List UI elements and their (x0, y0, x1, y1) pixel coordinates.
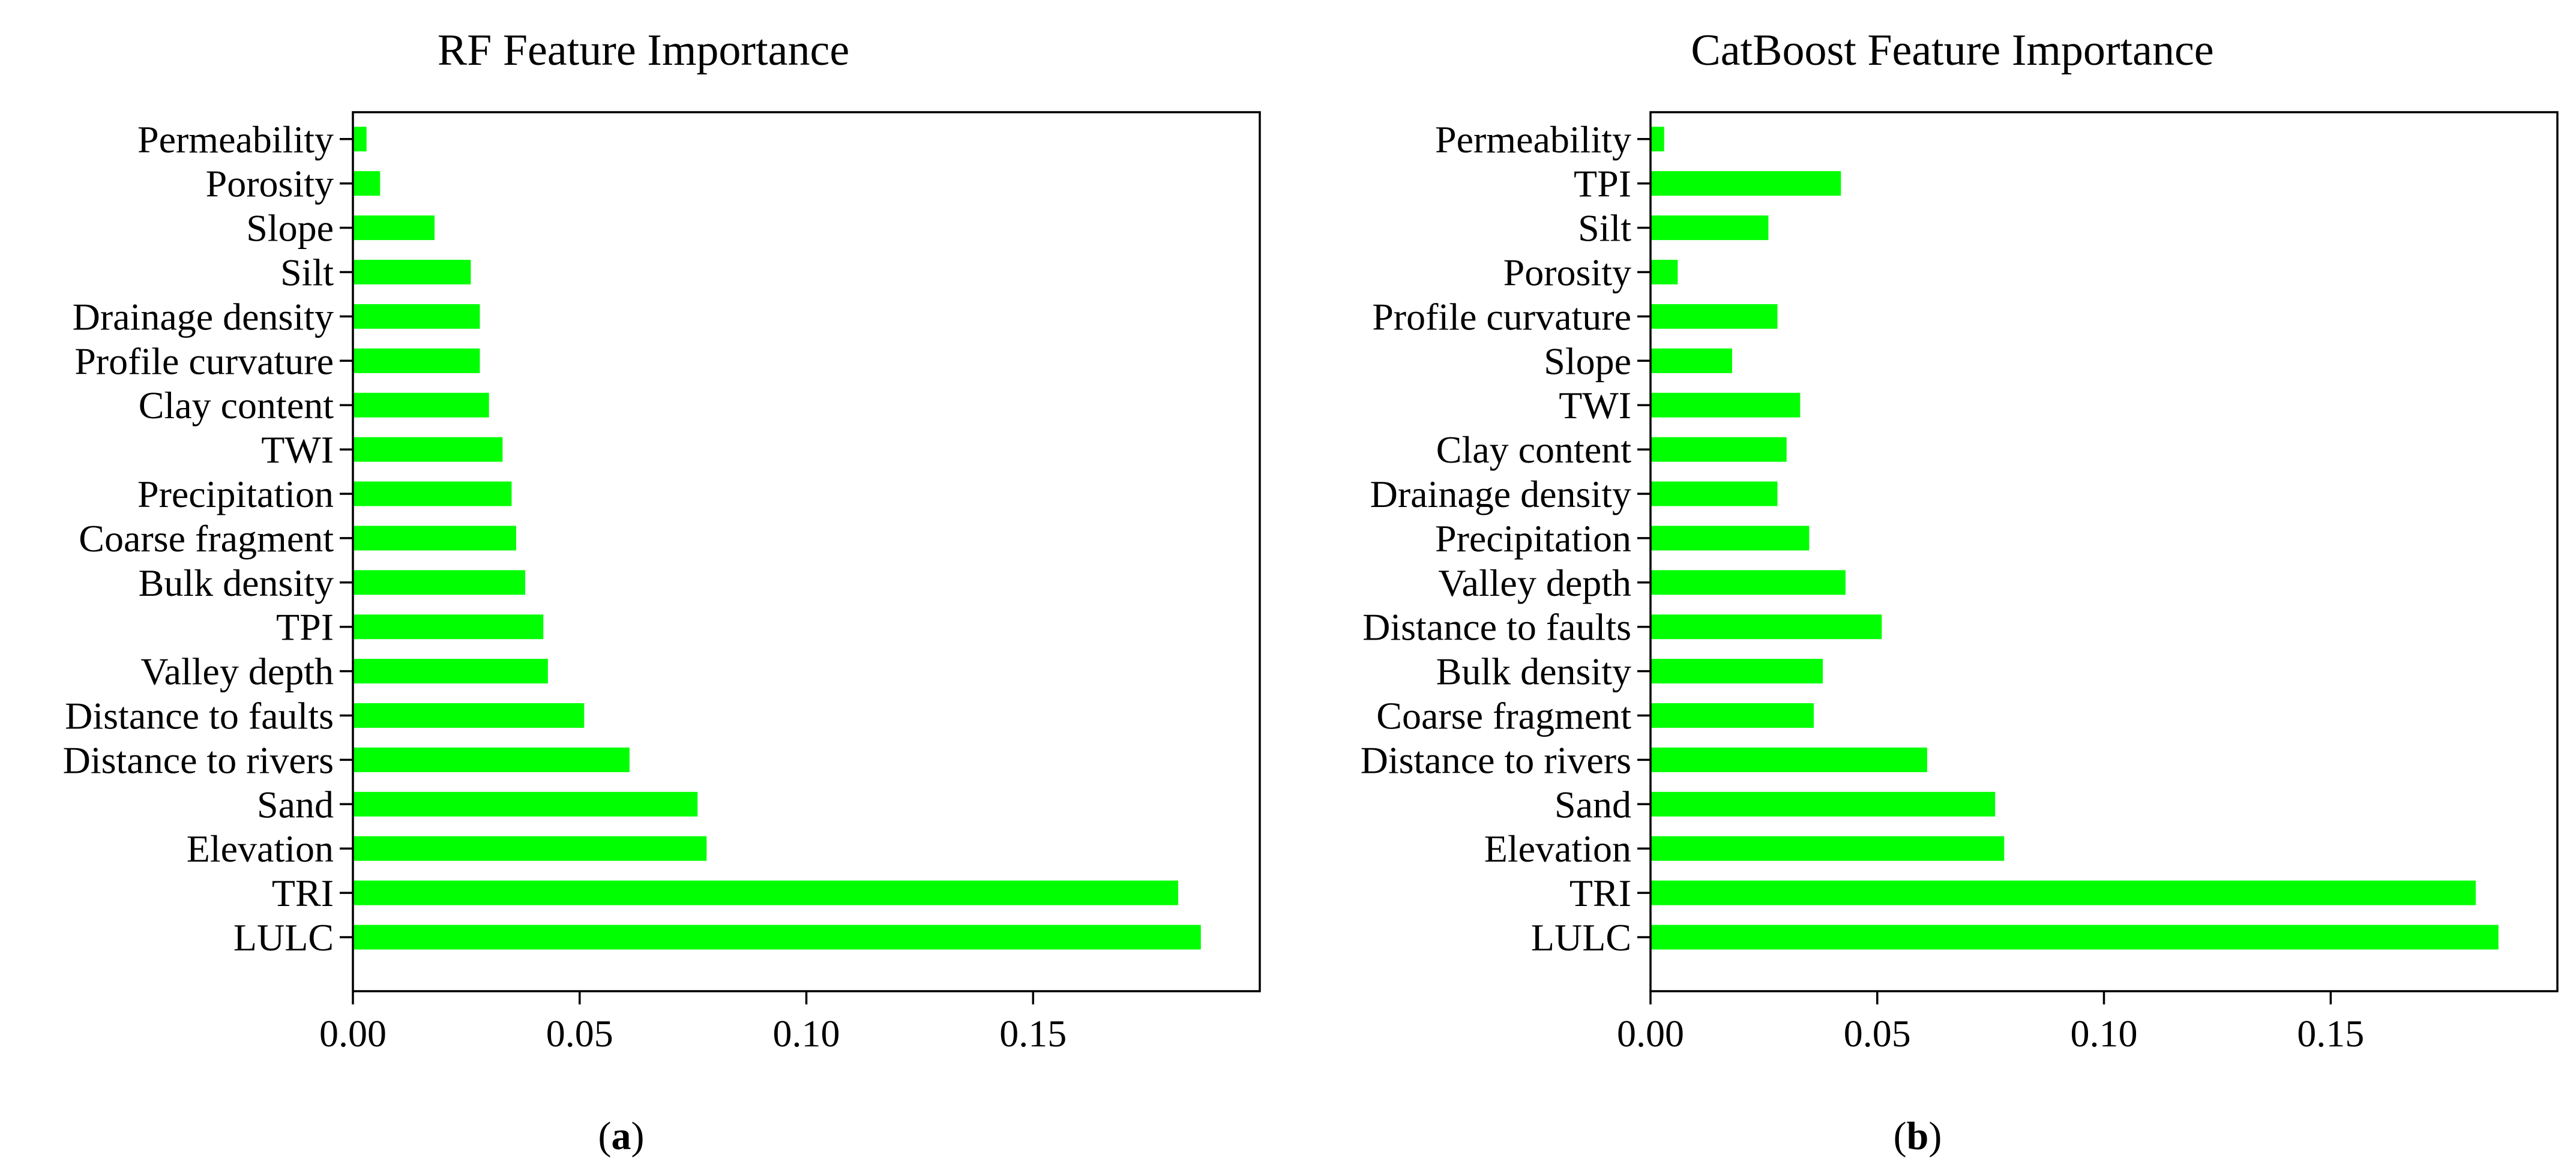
category-label: TPI (276, 606, 334, 649)
category-label: Bulk density (1436, 650, 1631, 693)
x-tick-label: 0.05 (546, 1012, 613, 1055)
bar (353, 215, 435, 241)
bar (353, 171, 381, 196)
category-label: Sand (1554, 783, 1631, 826)
bar (1651, 392, 1801, 418)
category-label: Precipitation (137, 473, 334, 515)
bar (1651, 836, 2005, 861)
category-label: Valley depth (1438, 562, 1631, 604)
category-label: TPI (1574, 163, 1631, 205)
panel-label: (a) (598, 1114, 645, 1158)
category-label: Coarse fragment (1376, 695, 1631, 737)
bar (353, 437, 503, 462)
category-label: Coarse fragment (79, 517, 334, 560)
category-label: Drainage density (1370, 473, 1631, 515)
bar (1651, 215, 1769, 241)
category-label: Permeability (1435, 118, 1631, 161)
category-label: Elevation (187, 827, 334, 870)
bar (1651, 171, 1841, 196)
bar (1651, 880, 2476, 905)
category-label: Precipitation (1435, 517, 1631, 560)
category-label: Valley depth (140, 650, 334, 693)
category-label: Sand (257, 783, 334, 826)
bar-group (353, 127, 1201, 950)
x-tick-label: 0.15 (2297, 1012, 2364, 1055)
x-tick-label: 0.10 (2071, 1012, 2138, 1055)
bar (1651, 437, 1787, 462)
category-label: Elevation (1484, 827, 1631, 870)
category-label: TRI (272, 872, 334, 914)
bar (353, 304, 480, 329)
bar (353, 880, 1178, 905)
bar (353, 703, 585, 728)
x-tick-label: 0.15 (999, 1012, 1067, 1055)
chart-title: RF Feature Importance (438, 26, 849, 75)
category-label: Drainage density (73, 295, 334, 338)
category-label: Bulk density (139, 562, 334, 604)
category-label: TWI (1559, 384, 1631, 427)
category-label: Porosity (206, 163, 334, 205)
category-label: Slope (246, 207, 334, 250)
category-label: Permeability (137, 118, 334, 161)
category-label: Distance to rivers (63, 739, 334, 781)
x-tick-label: 0.10 (773, 1012, 840, 1055)
panel-label: (b) (1894, 1114, 1942, 1158)
category-label: Clay content (139, 384, 334, 427)
category-label: Silt (1578, 207, 1631, 250)
category-label: Slope (1544, 340, 1631, 382)
bar (353, 659, 548, 684)
panel-a: RF Feature Importance LULCTRIElevationSa… (63, 26, 1261, 1158)
category-label: Silt (280, 251, 334, 294)
category-label: Distance to faults (65, 695, 334, 737)
bar (353, 747, 630, 772)
bar (1651, 260, 1678, 284)
chart-title: CatBoost Feature Importance (1691, 26, 2213, 75)
bar (1651, 348, 1732, 373)
bar (353, 260, 471, 284)
bar (353, 348, 480, 373)
bar (1651, 791, 1996, 817)
bar (1651, 570, 1846, 595)
category-label: TRI (1569, 872, 1631, 914)
bar (353, 925, 1201, 950)
bar (353, 526, 516, 551)
bar-group (1651, 127, 2499, 950)
bar (1651, 526, 1810, 551)
panel-b: CatBoost Feature Importance LULCTRIEleva… (1361, 26, 2559, 1158)
bar (1651, 925, 2499, 950)
bar (353, 836, 707, 861)
bar (353, 791, 698, 817)
bar (1651, 659, 1823, 684)
bar (353, 570, 526, 595)
x-axis-ticks: 0.00 0.05 0.10 0.15 (1617, 991, 2364, 1055)
bar (1651, 747, 1927, 772)
category-label: LULC (233, 916, 334, 959)
category-label: Porosity (1503, 251, 1631, 294)
category-label: Profile curvature (1372, 295, 1631, 338)
x-tick-label: 0.00 (1617, 1012, 1684, 1055)
bar (353, 614, 544, 640)
bar (1651, 127, 1664, 152)
bar (353, 392, 489, 418)
category-label: LULC (1531, 916, 1631, 959)
x-tick-label: 0.05 (1844, 1012, 1911, 1055)
category-label: TWI (261, 428, 334, 471)
category-label: Clay content (1436, 428, 1631, 471)
category-label: Profile curvature (74, 340, 334, 382)
bar (1651, 304, 1778, 329)
category-label: Distance to rivers (1361, 739, 1631, 781)
axes-frame (352, 111, 1261, 992)
axes-frame (1649, 111, 2559, 992)
x-tick-label: 0.00 (319, 1012, 387, 1055)
category-label: Distance to faults (1362, 606, 1631, 649)
bar (353, 127, 367, 152)
bar (1651, 481, 1778, 506)
bar (1651, 614, 1882, 640)
bar (353, 481, 512, 506)
bar (1651, 703, 1814, 728)
x-axis-ticks: 0.00 0.05 0.10 0.15 (319, 991, 1067, 1055)
